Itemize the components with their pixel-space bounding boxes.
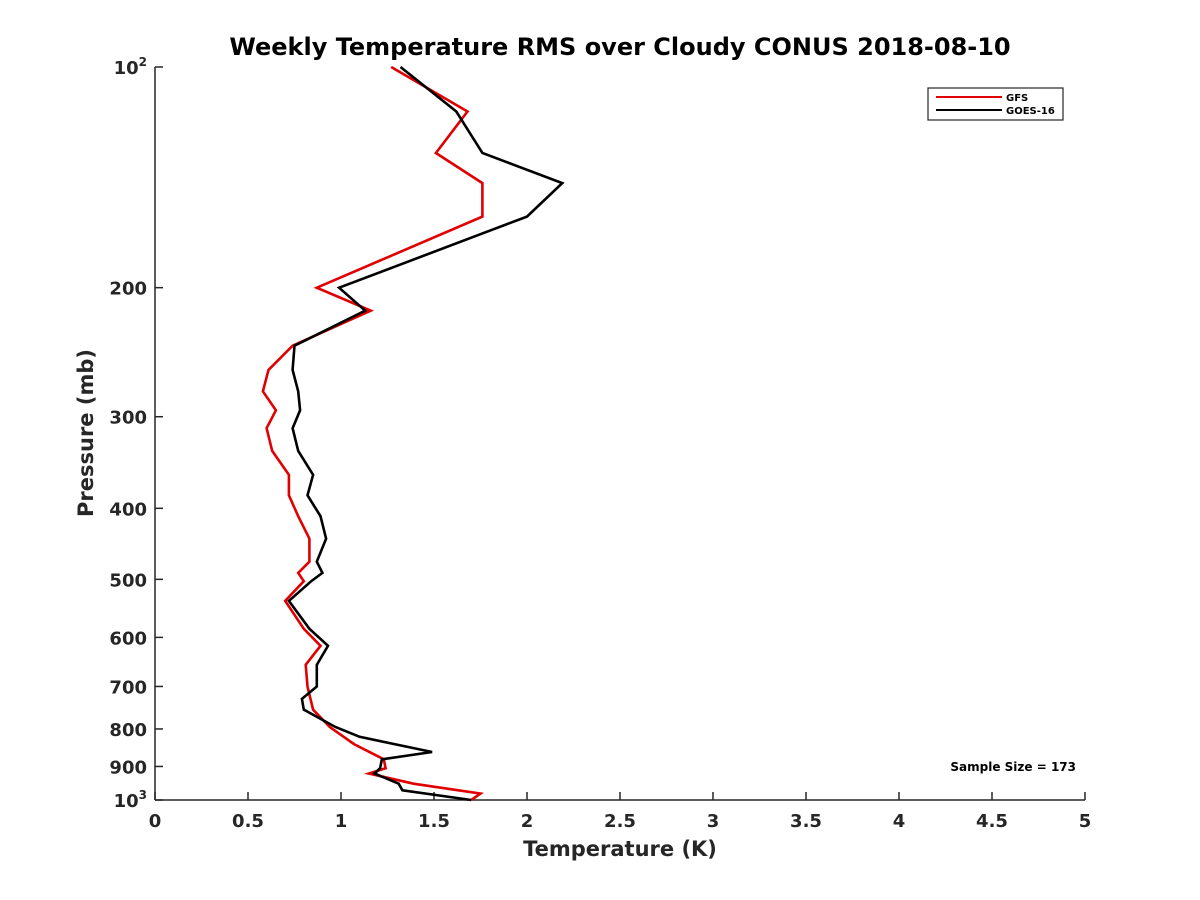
y-tick-label: 500 <box>109 570 147 591</box>
y-tick-label: 800 <box>109 720 147 741</box>
sample-size-annotation: Sample Size = 173 <box>950 760 1076 774</box>
y-tick-base: 10 <box>114 58 139 79</box>
y-tick-label: 300 <box>109 408 147 429</box>
y-tick-label: 700 <box>109 677 147 698</box>
y-tick-exponent: 2 <box>139 55 147 69</box>
series-line-goes16 <box>287 65 565 802</box>
legend-box <box>927 87 1064 121</box>
legend-label-goes16: GOES-16 <box>1006 106 1055 117</box>
x-tick-label: 1 <box>335 811 348 832</box>
series-line-gfs <box>261 65 484 802</box>
series-layer <box>261 65 565 802</box>
y-tick-label: 400 <box>109 499 147 520</box>
y-tick-label: 200 <box>109 279 147 300</box>
x-tick-label: 2 <box>521 811 534 832</box>
x-tick-label: 4.5 <box>976 811 1008 832</box>
x-tick-label: 1.5 <box>418 811 450 832</box>
chart-title: Weekly Temperature RMS over Cloudy CONUS… <box>229 33 1010 61</box>
x-tick-label: 5 <box>1079 811 1092 832</box>
x-ticks: 0 0.5 1 1.5 2 2.5 3 3.5 4 4.5 5 <box>149 792 1092 832</box>
y-axis-label: Pressure (mb) <box>74 349 98 517</box>
y-tick-label: 103 <box>114 788 147 812</box>
y-tick-label: 600 <box>109 628 147 649</box>
legend-label-gfs: GFS <box>1006 93 1028 104</box>
legend: GFS GOES-16 <box>927 87 1064 121</box>
y-tick-label: 102 <box>114 55 147 79</box>
x-tick-label: 2.5 <box>604 811 636 832</box>
x-tick-label: 4 <box>893 811 906 832</box>
x-tick-label: 3.5 <box>790 811 822 832</box>
plot-area: 0 0.5 1 1.5 2 2.5 3 3.5 4 4.5 5 102200300400500600… <box>109 55 1091 832</box>
y-tick-exponent: 3 <box>139 788 147 802</box>
x-tick-label: 0 <box>149 811 162 832</box>
x-tick-label: 3 <box>707 811 720 832</box>
x-tick-label: 0.5 <box>232 811 264 832</box>
x-axis-label: Temperature (K) <box>523 837 717 861</box>
y-tick-base: 10 <box>114 791 139 812</box>
y-tick-label: 900 <box>109 757 147 778</box>
